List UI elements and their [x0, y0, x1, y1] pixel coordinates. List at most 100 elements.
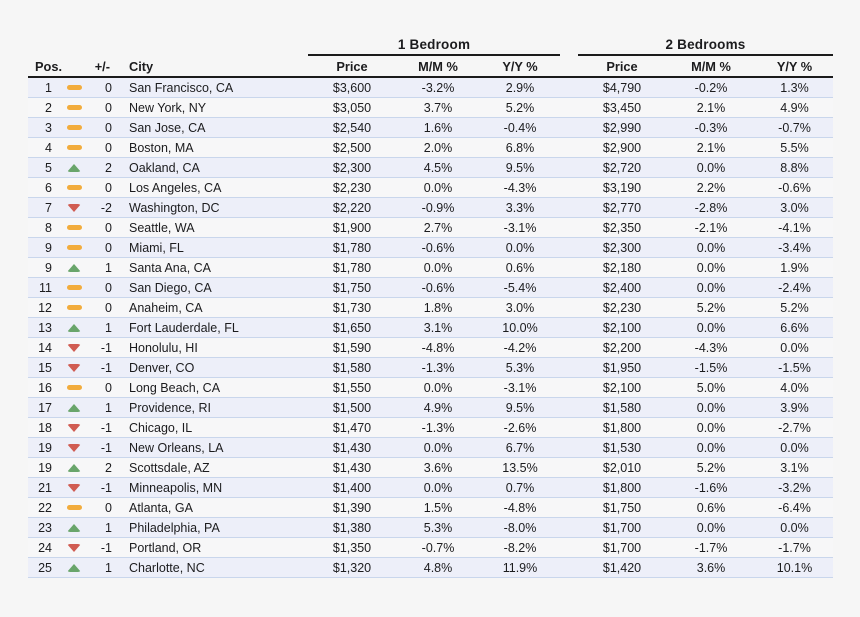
trend-down-icon [58, 543, 90, 552]
table-row: 19 -1 New Orleans, LA $1,430 0.0% 6.7% $… [28, 438, 833, 458]
table-row: 25 1 Charlotte, NC $1,320 4.8% 11.9% $1,… [28, 558, 833, 578]
1br-price-cell: $1,750 [332, 280, 372, 295]
2br-mm-cell: 5.2% [696, 460, 726, 475]
change-cell: -1 [100, 440, 112, 455]
position-cell: 25 [38, 560, 52, 575]
trend-flat-icon [58, 125, 90, 130]
2br-yy-cell: 0.0% [780, 520, 809, 535]
1br-yy-cell: -3.1% [503, 220, 537, 235]
city-cell: Charlotte, NC [129, 560, 205, 575]
col-header-1br-mm: M/M % [418, 58, 458, 74]
table-row: 18 -1 Chicago, IL $1,470 -1.3% -2.6% $1,… [28, 418, 833, 438]
table-row: 24 -1 Portland, OR $1,350 -0.7% -8.2% $1… [28, 538, 833, 558]
position-cell: 22 [38, 500, 52, 515]
2br-mm-cell: 5.0% [696, 380, 726, 395]
position-cell: 23 [38, 520, 52, 535]
1br-mm-cell: 0.0% [423, 380, 453, 395]
trend-glyph [67, 203, 81, 212]
1br-mm-cell: 4.5% [423, 160, 453, 175]
change-cell: -1 [100, 420, 112, 435]
column-header-row: Pos. +/- City Price M/M % Y/Y % Price M/… [28, 56, 833, 78]
change-cell: 0 [105, 380, 112, 395]
change-cell: 0 [105, 140, 112, 155]
table-body: 1 0 San Francisco, CA $3,600 -3.2% 2.9% … [28, 78, 833, 578]
1br-yy-cell: 0.6% [505, 260, 535, 275]
position-cell: 14 [38, 340, 52, 355]
change-cell: 0 [105, 100, 112, 115]
change-cell: 1 [105, 520, 112, 535]
1br-mm-cell: 0.0% [423, 180, 453, 195]
2br-yy-cell: 8.8% [780, 160, 809, 175]
2br-price-cell: $1,700 [602, 520, 642, 535]
2br-price-cell: $2,300 [602, 240, 642, 255]
2br-yy-cell: -4.1% [778, 220, 811, 235]
position-cell: 11 [39, 280, 52, 295]
2br-mm-cell: 0.0% [696, 260, 726, 275]
1br-mm-cell: 3.6% [423, 460, 453, 475]
1br-yy-cell: 3.3% [505, 200, 535, 215]
2br-yy-cell: -2.4% [778, 280, 811, 295]
2br-mm-cell: -1.5% [694, 360, 728, 375]
change-cell: 0 [105, 220, 112, 235]
2br-mm-cell: -1.6% [694, 480, 728, 495]
position-cell: 21 [38, 480, 52, 495]
city-cell: Denver, CO [129, 360, 195, 375]
2br-price-cell: $1,800 [602, 480, 642, 495]
2br-mm-cell: 0.0% [696, 440, 726, 455]
position-cell: 12 [38, 300, 52, 315]
trend-glyph [67, 403, 81, 412]
trend-down-icon [58, 443, 90, 452]
group-header-row: 1 Bedroom 2 Bedrooms [28, 36, 833, 56]
2br-yy-cell: 5.2% [780, 300, 809, 315]
2br-price-cell: $2,900 [602, 140, 642, 155]
trend-glyph [67, 163, 81, 172]
col-header-2br-price: Price [606, 58, 638, 74]
position-cell: 9 [45, 260, 52, 275]
2br-mm-cell: 5.2% [696, 300, 726, 315]
table-row: 22 0 Atlanta, GA $1,390 1.5% -4.8% $1,75… [28, 498, 833, 518]
col-header-city: City [129, 58, 154, 74]
change-cell: -2 [100, 200, 112, 215]
table-row: 14 -1 Honolulu, HI $1,590 -4.8% -4.2% $2… [28, 338, 833, 358]
col-header-1br-yy: Y/Y % [502, 58, 538, 74]
1br-price-cell: $1,470 [332, 420, 372, 435]
trend-glyph [66, 85, 82, 90]
1br-mm-cell: 1.8% [423, 300, 453, 315]
1br-yy-cell: -5.4% [503, 280, 537, 295]
group-header-1-bedroom: 1 Bedroom [308, 37, 560, 56]
trend-flat-icon [58, 385, 90, 390]
city-cell: Honolulu, HI [129, 340, 198, 355]
trend-glyph [67, 323, 81, 332]
2br-price-cell: $2,230 [602, 300, 642, 315]
2br-mm-cell: 0.6% [696, 500, 726, 515]
position-cell: 8 [45, 220, 52, 235]
2br-mm-cell: -0.2% [694, 80, 728, 95]
2br-mm-cell: -1.7% [694, 540, 728, 555]
trend-glyph [67, 463, 81, 472]
1br-price-cell: $1,650 [332, 320, 372, 335]
trend-glyph [66, 505, 82, 510]
table-row: 5 2 Oakland, CA $2,300 4.5% 9.5% $2,720 … [28, 158, 833, 178]
table-row: 13 1 Fort Lauderdale, FL $1,650 3.1% 10.… [28, 318, 833, 338]
2br-mm-cell: 0.0% [696, 320, 726, 335]
change-cell: 1 [105, 400, 112, 415]
1br-price-cell: $1,320 [332, 560, 372, 575]
1br-yy-cell: 0.7% [505, 480, 535, 495]
1br-yy-cell: 10.0% [502, 320, 538, 335]
1br-yy-cell: 6.7% [505, 440, 535, 455]
2br-price-cell: $1,950 [602, 360, 642, 375]
trend-glyph [67, 263, 81, 272]
city-cell: Philadelphia, PA [129, 520, 220, 535]
2br-yy-cell: -0.6% [778, 180, 811, 195]
1br-yy-cell: 2.9% [505, 80, 535, 95]
change-cell: 0 [105, 240, 112, 255]
change-cell: 0 [105, 120, 112, 135]
2br-yy-cell: 1.9% [780, 260, 809, 275]
city-cell: New York, NY [129, 100, 207, 115]
1br-price-cell: $1,590 [332, 340, 372, 355]
city-cell: San Jose, CA [129, 120, 206, 135]
trend-glyph [67, 443, 81, 452]
change-cell: -1 [100, 540, 112, 555]
2br-price-cell: $1,420 [602, 560, 642, 575]
position-cell: 3 [45, 120, 52, 135]
